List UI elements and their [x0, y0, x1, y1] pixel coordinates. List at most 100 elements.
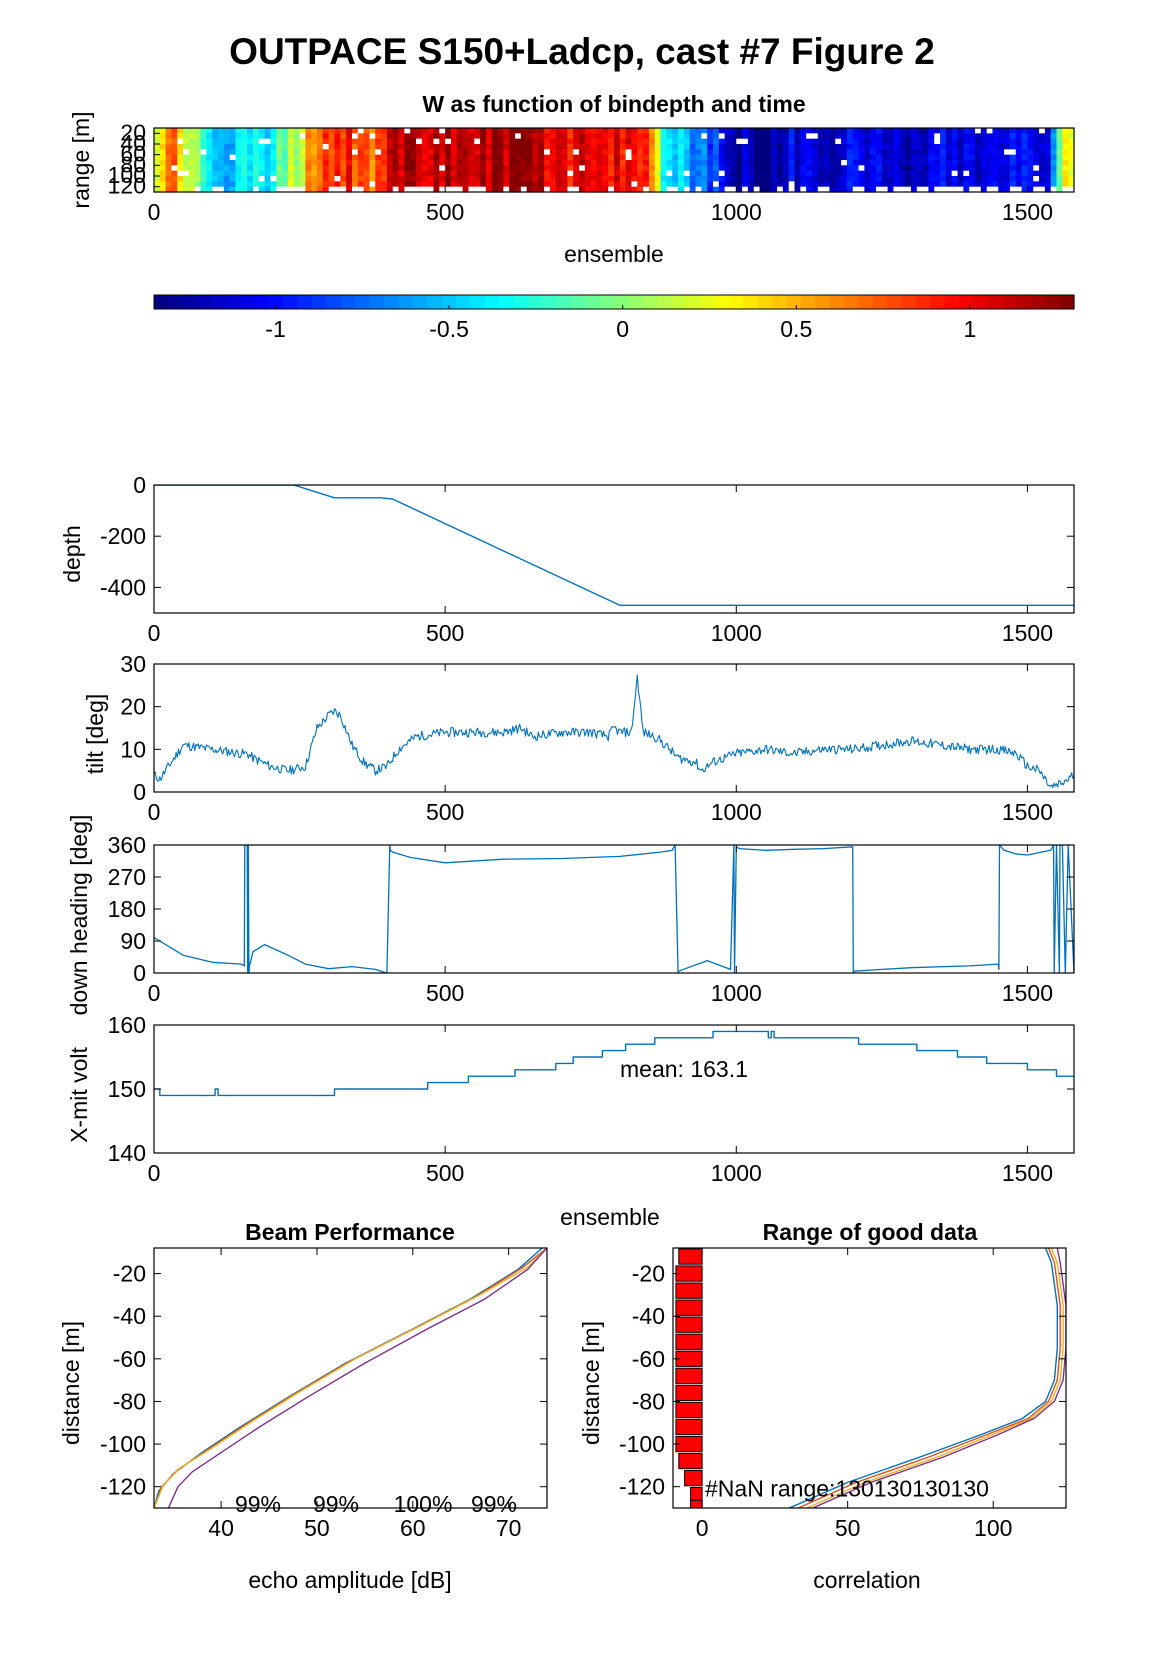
w-image-cell — [357, 149, 365, 156]
w-image-cell — [561, 128, 569, 134]
w-image-cell — [846, 165, 854, 172]
depth-ytick-label: -400 — [100, 574, 146, 600]
w-image-cell — [817, 149, 825, 156]
w-image-cell — [351, 165, 359, 172]
colorbar-segment — [570, 295, 586, 309]
w-image-cell — [532, 128, 539, 134]
w-image-cell — [916, 186, 924, 193]
w-image-cell — [590, 138, 598, 145]
w-image-cell — [549, 170, 557, 177]
w-image-cell — [876, 160, 883, 166]
w-image-cell — [334, 165, 341, 172]
w-image-cell — [247, 154, 254, 161]
w-image-cell — [584, 165, 592, 172]
w-image-cell — [905, 165, 912, 172]
w-image-cell — [678, 133, 685, 140]
range-bar — [678, 1248, 703, 1265]
w-image-cell — [532, 181, 539, 188]
w-image-cell — [526, 128, 534, 134]
w-image-cell — [264, 138, 272, 145]
w-image-cell — [846, 181, 854, 188]
w-image-cell — [806, 186, 813, 193]
w-image-cell — [1033, 165, 1040, 172]
w-image-cell — [328, 154, 336, 161]
w-image-cell — [672, 186, 679, 193]
w-image-cell — [270, 138, 277, 145]
ensemble-xlabel: ensemble — [560, 1204, 660, 1230]
w-image-cell — [200, 154, 207, 161]
w-image-cell — [386, 154, 394, 161]
w-image-cell — [835, 138, 842, 145]
w-image-cell — [282, 128, 289, 134]
w-image-cell — [183, 128, 190, 134]
w-image-cell — [590, 144, 598, 150]
w-image-cell — [910, 144, 918, 150]
w-image-cell — [672, 138, 679, 145]
w-image-cell — [753, 165, 761, 172]
w-image-cell — [660, 128, 667, 134]
w-image-cell — [398, 144, 405, 150]
w-image-cell — [666, 154, 673, 161]
w-image-cell — [852, 138, 860, 145]
w-image-cell — [893, 128, 900, 134]
w-image-cell — [870, 165, 877, 172]
w-image-cell — [864, 128, 871, 134]
w-image-cell — [334, 181, 341, 188]
w-image-cell — [631, 144, 638, 150]
w-image-cell — [777, 133, 784, 140]
w-image-cell — [282, 133, 289, 140]
w-image-cell — [247, 170, 254, 177]
w-image-cell — [870, 144, 877, 150]
w-image-cell — [602, 165, 609, 172]
w-image-cell — [549, 138, 557, 145]
w-image-cell — [893, 170, 900, 177]
w-image-cell — [515, 165, 522, 172]
w-image-cell — [975, 133, 982, 140]
colorbar-segment — [427, 295, 443, 309]
w-image-cell — [1015, 149, 1023, 156]
w-image-cell — [491, 149, 499, 156]
w-image-cell — [247, 144, 254, 150]
w-image-cell — [404, 186, 411, 193]
range-bar — [675, 1418, 703, 1436]
w-image-cell — [258, 160, 266, 166]
w-image-cell — [480, 154, 487, 161]
w-image-cell — [602, 170, 609, 177]
w-image-cell — [509, 133, 516, 140]
w-image-cell — [497, 160, 504, 166]
w-image-cell — [1062, 170, 1069, 177]
colorbar-segment — [829, 295, 845, 309]
w-image-cell — [980, 170, 988, 177]
w-image-cell — [800, 138, 807, 145]
colorbar-segment — [944, 295, 960, 309]
w-image-cell — [666, 170, 673, 177]
w-image-cell — [363, 165, 371, 172]
colorbar-segment — [197, 295, 213, 309]
w-image-cell — [742, 144, 749, 150]
w-image-cell — [718, 181, 726, 188]
w-image-cell — [648, 176, 656, 182]
w-image-cell — [555, 170, 563, 177]
w-image-cell — [951, 181, 959, 188]
w-image-cell — [503, 160, 510, 166]
w-image-cell — [439, 149, 446, 156]
w-image-cell — [235, 165, 242, 172]
w-image-cell — [235, 128, 242, 134]
w-image-cell — [870, 181, 877, 188]
w-image-cell — [177, 144, 184, 150]
w-image-cell — [614, 165, 621, 172]
w-image-cell — [526, 181, 534, 188]
w-image-cell — [864, 144, 871, 150]
w-image-cell — [381, 138, 388, 145]
w-image-cell — [433, 160, 440, 166]
w-image-cell — [520, 154, 528, 161]
w-image-cell — [346, 170, 353, 177]
w-image-cell — [1044, 133, 1052, 140]
w-image-cell — [573, 138, 580, 145]
w-image-cell — [439, 170, 446, 177]
w-image-cell — [159, 138, 167, 145]
w-image-cell — [520, 128, 528, 134]
w-image-cell — [614, 149, 621, 156]
w-image-cell — [340, 138, 347, 145]
